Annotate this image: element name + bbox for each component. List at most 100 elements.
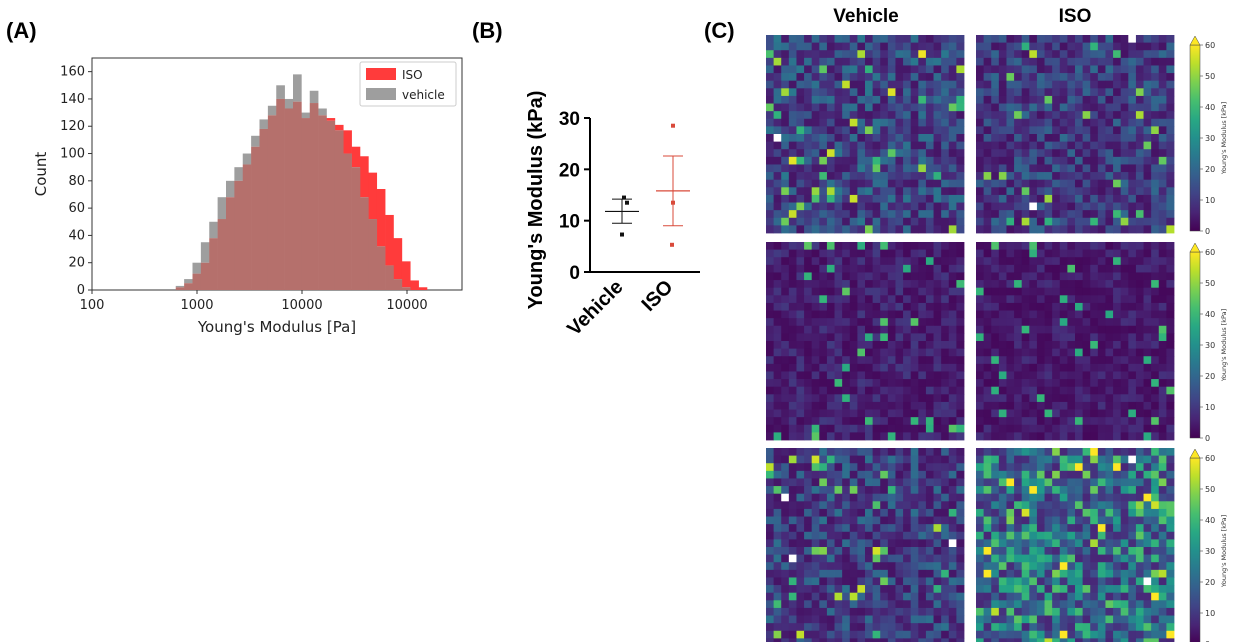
heatmap-cell [1044, 280, 1053, 289]
heatmap-cell [773, 80, 782, 89]
heatmap-cell [1143, 42, 1152, 51]
heatmap-cell [1036, 348, 1045, 357]
heatmap-cell [1067, 463, 1076, 472]
heatmap-cell [918, 88, 927, 97]
heatmap-cell [1082, 547, 1091, 556]
heatmap-cell [1059, 585, 1068, 594]
heatmap-cell [1135, 73, 1144, 82]
heatmap-cell [1151, 333, 1160, 342]
heatmap-cell [872, 257, 881, 266]
heatmap-cell [1082, 287, 1091, 296]
heatmap-cell [766, 486, 775, 495]
heatmap-cell [1151, 141, 1160, 150]
heatmap-cell [1166, 547, 1175, 556]
heatmap-cell [1029, 356, 1038, 365]
heatmap-cell [826, 202, 835, 211]
heatmap-cell [910, 348, 919, 357]
heatmap-cell [766, 194, 775, 203]
heatmap-cell [1006, 118, 1015, 127]
heatmap-cell [948, 424, 957, 433]
heatmap-cell [1151, 539, 1160, 548]
heatmap-cell [781, 194, 790, 203]
heatmap-cell [872, 217, 881, 226]
heatmap-cell [941, 187, 950, 196]
heatmap-cell [1014, 179, 1023, 188]
heatmap-cell [956, 257, 965, 266]
heatmap-cell [796, 554, 805, 563]
heatmap-cell [834, 57, 843, 66]
heatmap-cell [773, 600, 782, 609]
heatmap-cell [842, 493, 851, 502]
heatmap-cell [1143, 363, 1152, 372]
heatmap-cell [880, 202, 889, 211]
heatmap-cell [865, 356, 874, 365]
heatmap-cell [811, 194, 820, 203]
heatmap-cell [819, 225, 828, 234]
heatmap-cell [1052, 508, 1061, 517]
heatmap-cell [895, 569, 904, 578]
heatmap-cell [1090, 585, 1099, 594]
heatmap-cell [1128, 356, 1137, 365]
heatmap-cell [880, 35, 889, 44]
heatmap-cell [1059, 287, 1068, 296]
heatmap-cell [1006, 88, 1015, 97]
heatmap-cell [1029, 149, 1038, 158]
heatmap-cell [849, 156, 858, 165]
heatmap-cell [956, 592, 965, 601]
heatmap-cell [1067, 50, 1076, 59]
heatmap-cell [842, 455, 851, 464]
heatmap-cell [941, 615, 950, 624]
heatmap-cell [857, 356, 866, 365]
heatmap-cell [819, 187, 828, 196]
heatmap-cell [887, 562, 896, 571]
heatmap-cell [1006, 363, 1015, 372]
histogram-bar-overlap [284, 108, 294, 291]
heatmap-cell [1151, 348, 1160, 357]
heatmap-cell [1006, 341, 1015, 350]
heatmap-cell [796, 295, 805, 304]
heatmap-cell [887, 172, 896, 181]
heatmap-cell [880, 156, 889, 165]
heatmap-cell [1059, 187, 1068, 196]
heatmap-cell [1135, 249, 1144, 258]
heatmap-cell [918, 172, 927, 181]
heatmap-cell [991, 417, 1000, 426]
heatmap-cell [948, 531, 957, 540]
heatmap-cell [1036, 287, 1045, 296]
heatmap-cell [1120, 592, 1129, 601]
heatmap-cell [948, 126, 957, 135]
heatmap-cell [788, 432, 797, 441]
heatmap-cell [1036, 42, 1045, 51]
heatmap-cell [766, 302, 775, 311]
heatmap-cell [983, 333, 992, 342]
heatmap-cell [1082, 448, 1091, 457]
heatmap-cell [872, 348, 881, 357]
heatmap-cell [842, 638, 851, 642]
heatmap-cell [1113, 371, 1122, 380]
heatmap-cell [918, 615, 927, 624]
heatmap-cell [1052, 607, 1061, 616]
heatmap-cell [849, 225, 858, 234]
heatmap-cell [872, 638, 881, 642]
heatmap-cell [865, 42, 874, 51]
colorbar-tick-label: 50 [1205, 72, 1215, 81]
heatmap-cell [849, 363, 858, 372]
histogram-bar-overlap [217, 219, 227, 290]
heatmap-cell [1158, 607, 1167, 616]
heatmap-cell [796, 379, 805, 388]
histogram-bar-vehicle [184, 279, 193, 284]
heatmap-cell [910, 141, 919, 150]
heatmap-cell [956, 371, 965, 380]
heatmap-cell [1036, 179, 1045, 188]
heatmap-cell [903, 50, 912, 59]
heatmap-cell [976, 202, 985, 211]
heatmap-cell [1082, 562, 1091, 571]
heatmap-cell [872, 516, 881, 525]
heatmap-cell [849, 210, 858, 219]
heatmap-cell [1029, 310, 1038, 319]
heatmap-cell [976, 287, 985, 296]
heatmap-cell [1075, 363, 1084, 372]
heatmap-cell [1113, 264, 1122, 273]
heatmap-cell [1014, 638, 1023, 642]
heatmap-cell [1135, 202, 1144, 211]
